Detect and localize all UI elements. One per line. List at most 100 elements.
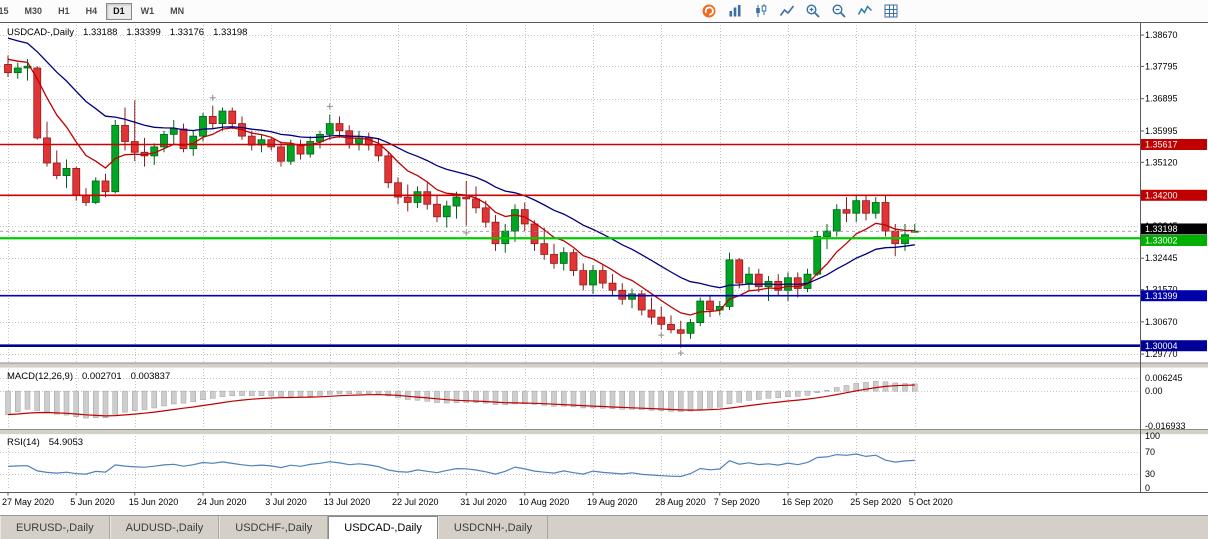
candle: [862, 200, 870, 214]
timeframe-button-h4[interactable]: H4: [85, 5, 98, 16]
candle: [325, 123, 334, 135]
timeframe-button-m15[interactable]: M15: [0, 5, 9, 16]
zoom-out-icon[interactable]: [830, 2, 847, 19]
rsi-line: [7, 453, 915, 478]
rsi-axis-label: 100: [1145, 431, 1160, 441]
candle: [569, 252, 578, 271]
candle: [472, 198, 480, 209]
timeframe-button-h1[interactable]: H1: [58, 5, 70, 16]
rsi-axis-label: 70: [1145, 447, 1155, 457]
candle: [179, 128, 188, 150]
date-axis-label: 10 Aug 2020: [519, 497, 570, 507]
date-axis-label: 13 Jul 2020: [324, 497, 371, 507]
candle: [676, 329, 685, 334]
candlestick-chart-icon[interactable]: [752, 2, 769, 19]
candle: [550, 254, 558, 264]
candle: [589, 270, 597, 286]
candle: [598, 270, 607, 284]
line-chart-icon[interactable]: [778, 2, 795, 19]
timeframe-button-mn[interactable]: MN: [170, 5, 185, 16]
candle: [647, 309, 656, 318]
macd-axis-label: 0.00: [1145, 386, 1163, 396]
candle: [618, 289, 627, 300]
candle: [628, 293, 636, 300]
date-axis-label: 15 Jun 2020: [129, 497, 179, 507]
candle: [335, 123, 344, 132]
timeframe-toolbar: M1M5M15M30H1H4D1W1MN: [0, 2, 192, 20]
candle: [43, 137, 51, 164]
tab-usdchf-daily[interactable]: USDCHF-,Daily: [219, 516, 329, 539]
svg-text:1.31399: 1.31399: [1145, 291, 1178, 301]
candle: [384, 155, 393, 184]
price-axis-label: 1.31570: [1145, 285, 1178, 295]
candle: [91, 180, 100, 203]
candle: [608, 282, 617, 291]
candle: [228, 110, 237, 124]
candle: [433, 203, 441, 218]
candle: [813, 236, 822, 275]
ma-slow: [7, 37, 915, 289]
tab-usdcnh-daily[interactable]: USDCNH-,Daily: [437, 516, 549, 539]
date-axis-label: 3 Jul 2020: [265, 497, 307, 507]
candle: [511, 209, 519, 232]
date-axis-label: 22 Jul 2020: [392, 497, 439, 507]
candle: [345, 130, 354, 144]
zoom-in-icon[interactable]: [804, 2, 821, 19]
candle: [667, 323, 675, 331]
candle: [852, 200, 861, 214]
macd-pane-separator[interactable]: [0, 362, 1208, 369]
date-axis-label: 24 Jun 2020: [197, 497, 247, 507]
price-badge: [1141, 290, 1207, 302]
candle: [316, 133, 324, 142]
rsi-axis-label: 0: [1145, 483, 1150, 493]
candles: [4, 55, 919, 348]
candle: [579, 270, 588, 286]
candle: [4, 64, 12, 74]
candle: [286, 144, 295, 162]
candle: [754, 273, 763, 288]
timeframe-button-m30[interactable]: M30: [24, 5, 43, 16]
date-axis-label: 16 Sep 2020: [782, 497, 833, 507]
timeframe-button-d1[interactable]: D1: [106, 2, 132, 20]
candle: [491, 221, 500, 245]
candle: [403, 196, 412, 203]
indicators-icon[interactable]: [856, 2, 873, 19]
macd-histogram: [5, 381, 918, 419]
tab-audusd-daily[interactable]: AUDUSD-,Daily: [109, 516, 220, 539]
candle: [62, 168, 71, 176]
chart-tabbar: EURUSD-,Daily AUDUSD-,Daily USDCHF-,Daily U…: [0, 515, 1208, 539]
price-axis-label: 1.38670: [1145, 30, 1178, 40]
price-badge: [1141, 234, 1207, 246]
candle: [735, 259, 744, 284]
date-axis-label: 19 Aug 2020: [587, 497, 638, 507]
price-chart[interactable]: 1.38670 1.37795 1.36895 1.35995 1.35120 1.342…: [0, 22, 1208, 516]
date-axis-label: 27 May 2020: [2, 497, 54, 507]
timeframe-button-w1[interactable]: W1: [140, 5, 155, 16]
candle: [189, 135, 198, 150]
candle: [823, 230, 831, 237]
candle: [745, 273, 753, 284]
price-badge: [1141, 138, 1207, 150]
toolbar: M1M5M15M30H1H4D1W1MN: [0, 0, 1208, 23]
bar-chart-icon[interactable]: [726, 2, 743, 19]
macd-axis-label: 0.006245: [1145, 373, 1183, 383]
candle: [657, 316, 666, 325]
price-badge: [1141, 340, 1207, 352]
candle: [13, 67, 22, 74]
price-axis-label: 1.36895: [1145, 94, 1178, 104]
svg-text:1.34200: 1.34200: [1145, 190, 1178, 200]
candle: [374, 144, 383, 157]
date-axis[interactable]: 27 May 2020 5 Jun 2020 15 Jun 2020 24 Jun 2…: [2, 492, 953, 507]
date-axis-label: 5 Jun 2020: [70, 497, 115, 507]
rsi-pane-separator[interactable]: [0, 429, 1208, 435]
broker-logo-icon[interactable]: [700, 2, 717, 19]
candle: [199, 116, 207, 137]
tab-eurusd-daily[interactable]: EURUSD-,Daily: [0, 516, 110, 539]
grid-icon[interactable]: [882, 2, 899, 19]
tab-usdcad-daily[interactable]: USDCAD-,Daily: [328, 516, 438, 539]
candle: [774, 280, 783, 291]
price-axis-label: 1.35995: [1145, 126, 1178, 136]
candle: [121, 124, 129, 142]
candle: [208, 116, 217, 124]
chart-area[interactable]: 1.38670 1.37795 1.36895 1.35995 1.35120 1.342…: [0, 22, 1208, 516]
